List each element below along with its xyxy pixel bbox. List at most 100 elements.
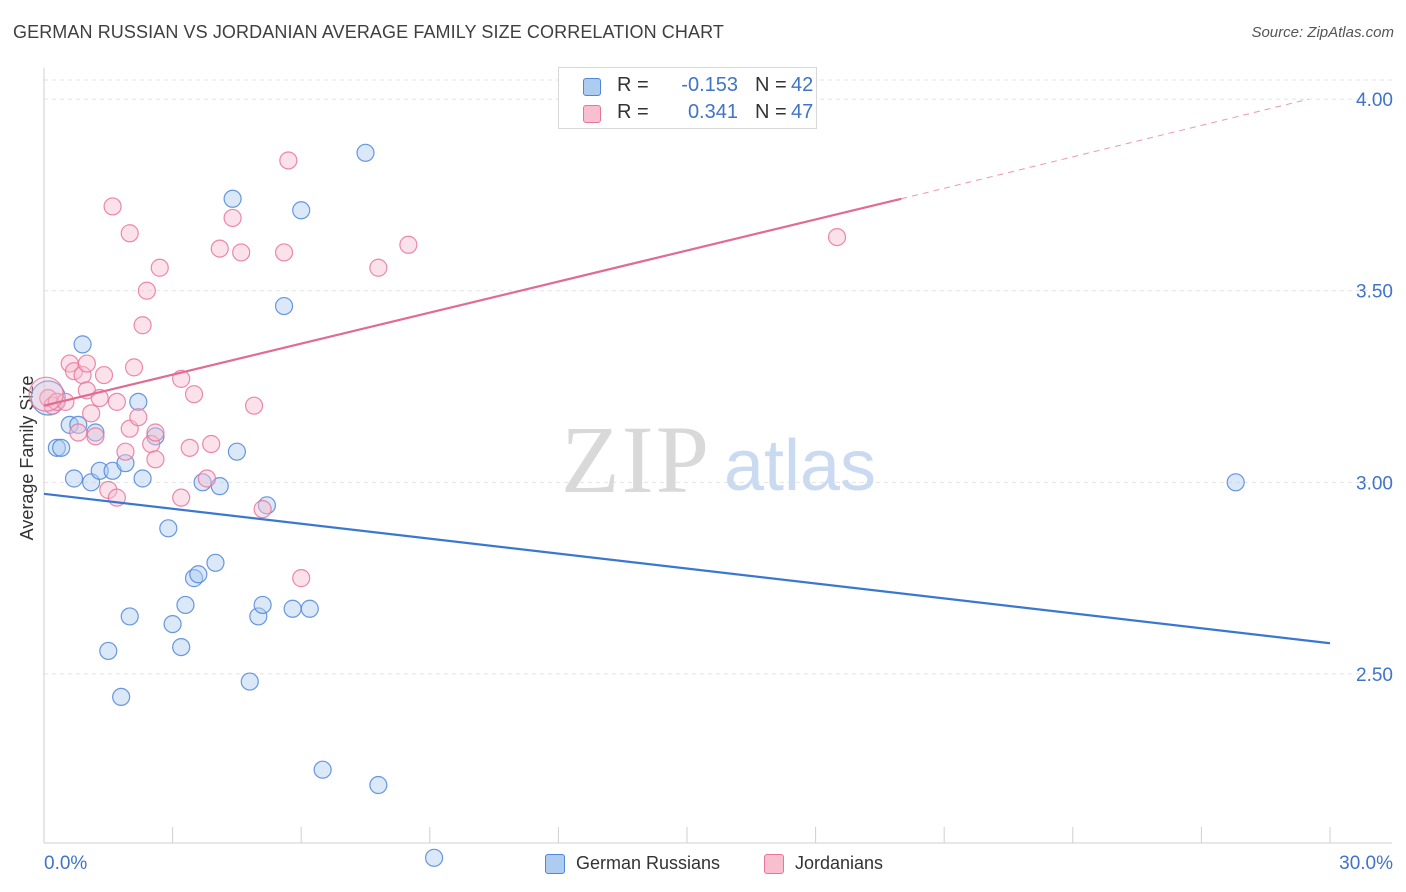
x-tick-label: 30.0%	[1339, 853, 1393, 874]
grid-lines	[44, 79, 1392, 675]
data-point	[137, 281, 156, 300]
n-label: N =	[755, 74, 787, 96]
data-point	[86, 427, 105, 446]
data-point	[163, 614, 182, 634]
data-point	[150, 258, 169, 277]
r-label: R =	[617, 101, 649, 123]
correlation-legend: R = -0.153 N = 42 R = 0.341 N = 47	[558, 67, 817, 129]
data-point	[184, 385, 204, 404]
data-point	[283, 599, 302, 618]
y-tick-label: 2.50	[1356, 665, 1393, 686]
data-point	[202, 434, 221, 454]
data-point	[69, 415, 88, 434]
data-point	[69, 423, 88, 442]
data-point	[274, 243, 294, 262]
data-point	[73, 335, 92, 354]
data-point	[244, 396, 264, 415]
data-point	[103, 197, 122, 216]
series-jordanians	[28, 151, 847, 588]
data-point	[116, 442, 135, 461]
data-point	[82, 404, 101, 423]
legend-label: German Russians	[576, 853, 721, 873]
data-point	[146, 423, 165, 442]
data-point	[274, 296, 294, 316]
source-note: Source: ZipAtlas.com	[1251, 24, 1394, 41]
data-point	[124, 358, 144, 377]
legend-label: Jordanians	[795, 853, 884, 873]
data-point	[189, 565, 208, 584]
trend-line-german-russians	[43, 492, 1331, 645]
y-axis-label: Average Family Size	[17, 376, 37, 541]
y-tick-labels: 2.50 3.00 3.50 4.00	[1356, 90, 1393, 686]
axes	[43, 68, 1392, 844]
data-point	[227, 442, 246, 461]
data-point	[94, 365, 114, 385]
r-value: 0.341	[687, 101, 738, 123]
data-point	[146, 450, 165, 469]
watermark: ZIP atlas	[561, 406, 876, 513]
data-point	[206, 553, 225, 572]
data-point	[279, 151, 298, 170]
trend-line-jordanians	[43, 197, 902, 407]
data-point	[827, 227, 847, 247]
data-point	[77, 354, 96, 373]
n-value: 42	[791, 74, 814, 96]
data-point	[112, 687, 131, 707]
n-label: N =	[755, 101, 787, 123]
data-point	[107, 392, 126, 411]
data-point	[369, 775, 388, 795]
trend-lines	[43, 98, 1331, 645]
data-point	[253, 595, 272, 615]
blue-swatch-icon	[545, 854, 565, 874]
watermark-atlas: atlas	[724, 426, 876, 506]
data-point	[133, 316, 152, 335]
data-point	[90, 461, 109, 480]
x-tick-label: 0.0%	[44, 853, 87, 874]
data-point	[356, 143, 375, 162]
data-point	[129, 408, 148, 427]
data-point	[292, 201, 311, 220]
r-value: -0.153	[681, 74, 738, 96]
data-point	[232, 243, 251, 262]
data-point	[197, 469, 216, 488]
data-point	[129, 392, 148, 411]
y-tick-label: 3.00	[1356, 473, 1393, 494]
data-point	[52, 438, 71, 457]
data-point	[64, 469, 84, 488]
watermark-zip: ZIP	[561, 406, 711, 513]
blue-swatch-icon	[583, 78, 601, 96]
y-tick-label: 3.50	[1356, 282, 1393, 303]
data-point	[133, 469, 152, 488]
y-tick-label: 4.00	[1356, 90, 1393, 111]
chart-title: GERMAN RUSSIAN VS JORDANIAN AVERAGE FAMI…	[13, 22, 724, 42]
data-point	[47, 438, 66, 457]
data-point	[253, 500, 272, 519]
data-point	[399, 235, 418, 254]
data-point	[1226, 473, 1245, 492]
data-point	[249, 607, 268, 626]
data-point	[300, 599, 319, 618]
data-point	[210, 239, 229, 258]
x-tick-labels: 0.0% 30.0%	[44, 853, 1393, 874]
data-point	[120, 607, 139, 626]
pink-swatch-icon	[764, 854, 784, 874]
data-point	[180, 438, 199, 457]
data-point	[240, 672, 259, 691]
data-point	[424, 848, 444, 867]
pink-swatch-icon	[583, 105, 601, 123]
data-point	[176, 595, 195, 615]
data-point	[369, 258, 388, 277]
data-point	[172, 637, 191, 657]
data-point	[172, 488, 191, 507]
data-point	[120, 224, 139, 243]
data-point	[99, 641, 118, 661]
data-point	[223, 208, 242, 228]
r-label: R =	[617, 74, 649, 96]
trend-line-jordanians-extension	[901, 98, 1309, 200]
data-point	[313, 760, 332, 779]
data-point	[223, 189, 242, 208]
data-point	[159, 519, 178, 538]
data-point	[292, 569, 311, 588]
n-value: 47	[791, 101, 814, 123]
